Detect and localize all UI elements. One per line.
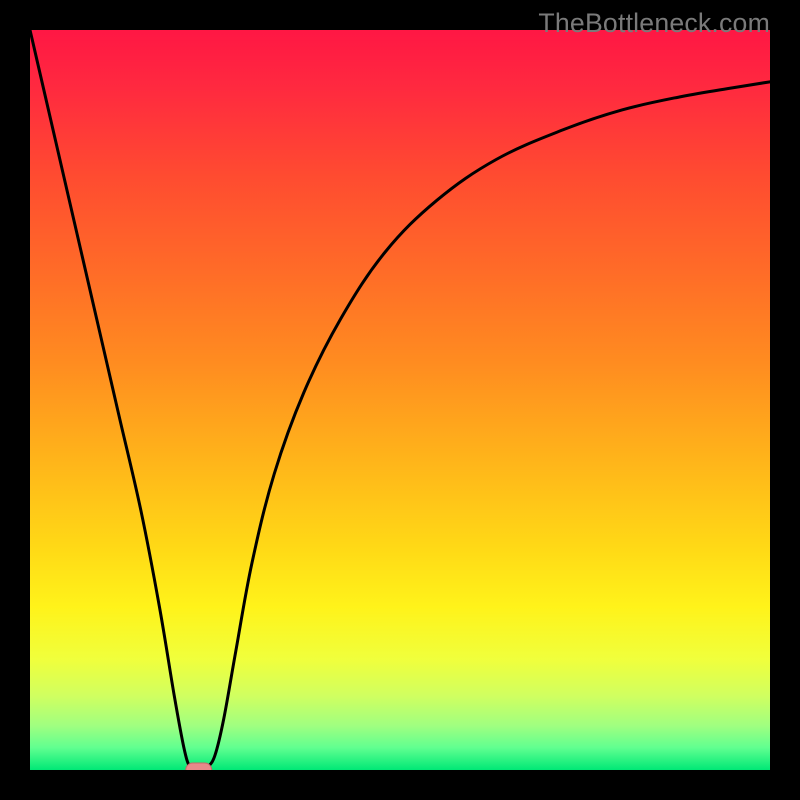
- plot-svg: [30, 30, 770, 770]
- plot-area: [30, 30, 770, 770]
- watermark-text: TheBottleneck.com: [538, 8, 770, 39]
- optimal-marker: [186, 763, 212, 770]
- figure-root: TheBottleneck.com: [0, 0, 800, 800]
- gradient-background: [30, 30, 770, 770]
